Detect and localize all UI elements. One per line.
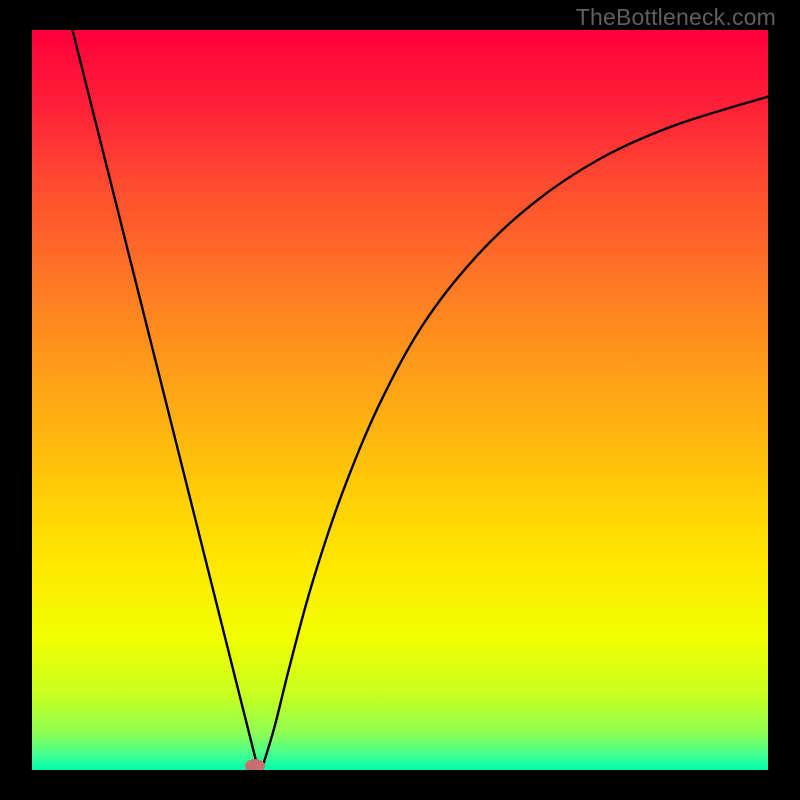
- watermark-text: TheBottleneck.com: [576, 4, 776, 31]
- plot-area: [32, 30, 768, 770]
- chart-canvas: TheBottleneck.com: [0, 0, 800, 800]
- frame-border-bottom: [0, 770, 800, 800]
- minimum-marker: [245, 759, 265, 770]
- frame-border-right: [768, 0, 800, 800]
- frame-border-left: [0, 0, 32, 800]
- bottleneck-curve: [32, 30, 768, 770]
